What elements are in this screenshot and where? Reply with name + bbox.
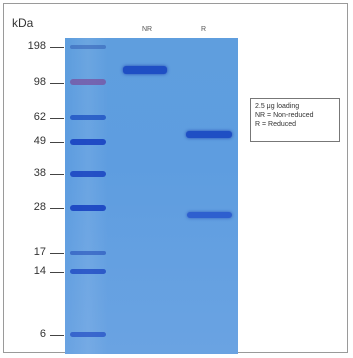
ladder-band-49	[70, 139, 106, 145]
kda-axis-label: kDa	[12, 16, 34, 30]
marker-label: 49	[33, 135, 46, 147]
legend-loading: 2.5 μg loading	[255, 103, 300, 110]
marker-label: 62	[33, 111, 46, 123]
marker-tick	[50, 272, 64, 273]
legend-r: R = Reduced	[255, 121, 297, 128]
marker-tick	[50, 118, 64, 119]
ladder-lane	[68, 38, 108, 354]
lane-header-nr: NR	[142, 26, 153, 33]
marker-label: 98	[33, 76, 46, 88]
marker-tick	[50, 47, 64, 48]
nr-band	[123, 66, 167, 74]
ladder-band-14	[70, 269, 106, 274]
marker-tick	[50, 208, 64, 209]
marker-label: 6	[39, 328, 46, 340]
r-heavy-chain-band	[186, 131, 232, 138]
marker-tick	[50, 253, 64, 254]
figure-frame: kDa NR R 198 98 62 49 38 28 17 14 6 2.5 …	[3, 3, 348, 354]
ladder-band-98	[70, 79, 106, 85]
marker-label: 38	[33, 167, 46, 179]
marker-label: 14	[33, 265, 46, 277]
lane-header-r: R	[201, 26, 207, 33]
marker-tick	[50, 174, 64, 175]
marker-tick	[50, 142, 64, 143]
marker-label: 198	[27, 40, 46, 52]
ladder-band-62	[70, 115, 106, 120]
ladder-band-17	[70, 251, 106, 255]
legend-nr: NR = Non-reduced	[255, 112, 314, 119]
ladder-band-6	[70, 332, 106, 337]
legend-box: 2.5 μg loading NR = Non-reduced R = Redu…	[250, 98, 340, 142]
marker-tick	[50, 335, 64, 336]
marker-tick	[50, 83, 64, 84]
marker-label: 17	[33, 246, 46, 258]
ladder-band-198	[70, 45, 106, 49]
r-light-chain-band	[187, 212, 232, 218]
gel-image	[65, 38, 238, 354]
ladder-band-28	[70, 205, 106, 211]
ladder-band-38	[70, 171, 106, 177]
marker-label: 28	[33, 201, 46, 213]
